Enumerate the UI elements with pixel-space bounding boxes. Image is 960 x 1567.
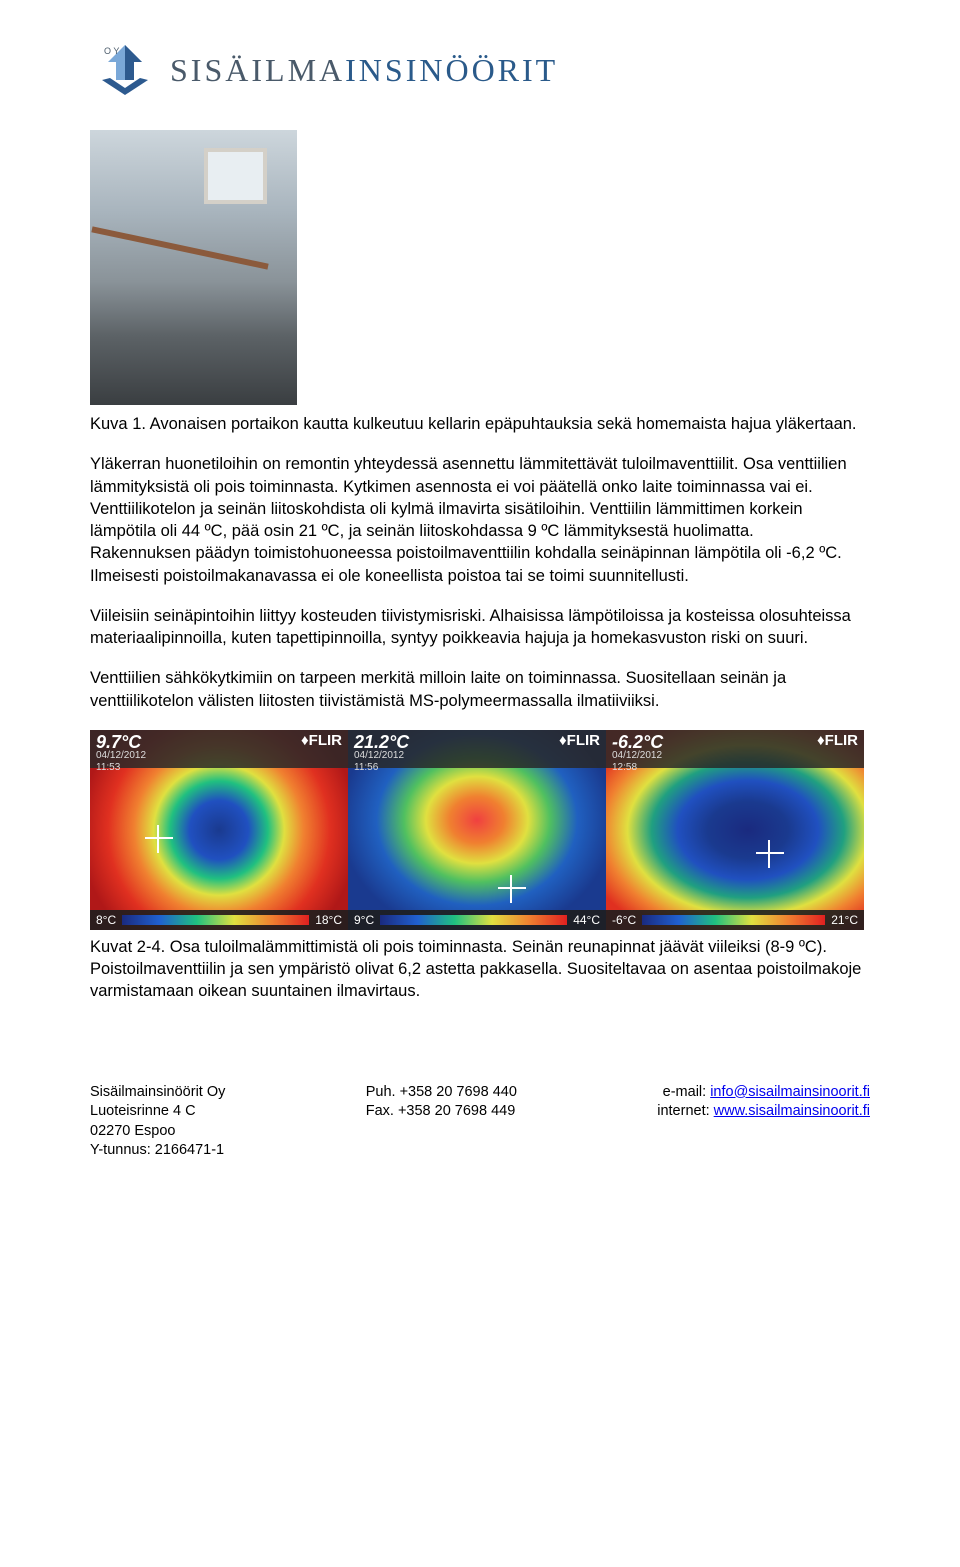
- thermal-topbar: 21.2°C ♦FLIR 04/12/2012 11:56: [348, 730, 606, 768]
- scale-high: 21°C: [831, 913, 858, 927]
- footer-mid: Puh. +358 20 7698 440 Fax. +358 20 7698 …: [366, 1083, 517, 1161]
- thermal-date: 04/12/2012: [612, 750, 662, 761]
- postal-code: 02270 Espoo: [90, 1122, 225, 1142]
- email-link[interactable]: info@sisailmainsinoorit.fi: [710, 1084, 870, 1100]
- business-id: Y-tunnus: 2166471-1: [90, 1141, 225, 1161]
- paragraph-4: Venttiilien sähkökytkimiin on tarpeen me…: [90, 667, 870, 712]
- thermal-time: 12:58: [612, 762, 637, 773]
- thermal-image-2: 21.2°C ♦FLIR 04/12/2012 11:56 9°C 44°C: [348, 730, 606, 930]
- scale-low: 9°C: [354, 913, 374, 927]
- thermal-time: 11:53: [96, 762, 120, 773]
- flir-brand: ♦FLIR: [817, 732, 858, 749]
- thermal-date: 04/12/2012: [354, 750, 404, 761]
- logo-oy: O Y: [104, 46, 119, 56]
- address-line: Luoteisrinne 4 C: [90, 1102, 225, 1122]
- website-link[interactable]: www.sisailmainsinoorit.fi: [714, 1103, 870, 1119]
- phone: Puh. +358 20 7698 440: [366, 1083, 517, 1103]
- paragraph-1: Yläkerran huonetiloihin on remontin yhte…: [90, 453, 870, 587]
- crosshair-icon: [145, 825, 173, 853]
- paragraph-3: Viileisiin seinäpintoihin liittyy kosteu…: [90, 605, 870, 650]
- thermal-row: 9.7°C ♦FLIR 04/12/2012 11:53 8°C 18°C 21…: [90, 730, 870, 930]
- logo-prefix: SISÄILMA: [170, 52, 345, 88]
- page: O Y SISÄILMAINSINÖÖRIT Kuva 1. Avonaisen…: [0, 0, 960, 1191]
- email-line: e-mail: info@sisailmainsinoorit.fi: [657, 1083, 870, 1103]
- thermal-image-1: 9.7°C ♦FLIR 04/12/2012 11:53 8°C 18°C: [90, 730, 348, 930]
- figure-1-photo: [90, 130, 297, 405]
- footer-left: Sisäilmainsinöörit Oy Luoteisrinne 4 C 0…: [90, 1083, 225, 1161]
- thermal-bottombar: 8°C 18°C: [90, 910, 348, 930]
- company-name: Sisäilmainsinöörit Oy: [90, 1083, 225, 1103]
- footer: Sisäilmainsinöörit Oy Luoteisrinne 4 C 0…: [90, 1083, 870, 1161]
- thermal-bottombar: 9°C 44°C: [348, 910, 606, 930]
- logo-text: SISÄILMAINSINÖÖRIT: [170, 52, 558, 89]
- caption-1: Kuva 1. Avonaisen portaikon kautta kulke…: [90, 413, 870, 435]
- logo-icon: O Y: [90, 40, 160, 100]
- scale-low: -6°C: [612, 913, 636, 927]
- scale-low: 8°C: [96, 913, 116, 927]
- thermal-date: 04/12/2012: [96, 750, 146, 761]
- thermal-topbar: 9.7°C ♦FLIR 04/12/2012 11:53: [90, 730, 348, 768]
- fax: Fax. +358 20 7698 449: [366, 1102, 517, 1122]
- crosshair-icon: [498, 875, 526, 903]
- flir-brand: ♦FLIR: [559, 732, 600, 749]
- thermal-time: 11:56: [354, 762, 378, 773]
- thermal-bottombar: -6°C 21°C: [606, 910, 864, 930]
- flir-brand: ♦FLIR: [301, 732, 342, 749]
- thermal-topbar: -6.2°C ♦FLIR 04/12/2012 12:58: [606, 730, 864, 768]
- thermal-image-3: -6.2°C ♦FLIR 04/12/2012 12:58 -6°C 21°C: [606, 730, 864, 930]
- scale-high: 44°C: [573, 913, 600, 927]
- stair-rail: [91, 226, 268, 269]
- scale-high: 18°C: [315, 913, 342, 927]
- caption-2: Kuvat 2-4. Osa tuloilmalämmittimistä oli…: [90, 936, 870, 1003]
- footer-right: e-mail: info@sisailmainsinoorit.fi inter…: [657, 1083, 870, 1161]
- logo-suffix: INSINÖÖRIT: [345, 52, 558, 88]
- thermal-scale: [642, 915, 825, 925]
- header: O Y SISÄILMAINSINÖÖRIT: [90, 40, 870, 100]
- thermal-scale: [122, 915, 309, 925]
- crosshair-icon: [756, 840, 784, 868]
- website-line: internet: www.sisailmainsinoorit.fi: [657, 1102, 870, 1122]
- thermal-scale: [380, 915, 567, 925]
- stair-window: [204, 148, 267, 204]
